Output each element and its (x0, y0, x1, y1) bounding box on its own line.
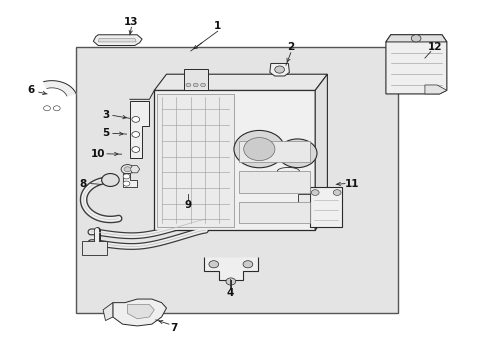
Polygon shape (424, 85, 446, 94)
Polygon shape (43, 81, 76, 96)
Text: 11: 11 (344, 179, 358, 189)
Text: 7: 7 (170, 323, 177, 333)
Circle shape (121, 165, 134, 174)
Polygon shape (315, 74, 327, 230)
Polygon shape (103, 303, 113, 320)
Text: 13: 13 (124, 17, 138, 27)
Circle shape (43, 106, 50, 111)
Bar (82, 241, 106, 255)
Circle shape (132, 147, 140, 152)
Text: 12: 12 (427, 42, 441, 52)
Bar (154, 90, 315, 230)
Bar (238, 140, 310, 162)
Circle shape (53, 106, 60, 111)
Circle shape (193, 83, 198, 87)
Circle shape (185, 83, 190, 87)
Circle shape (243, 138, 274, 161)
Circle shape (277, 139, 316, 168)
Circle shape (102, 174, 119, 186)
Polygon shape (122, 173, 137, 187)
Circle shape (123, 174, 130, 179)
Circle shape (132, 132, 140, 137)
Text: 4: 4 (226, 288, 233, 298)
Polygon shape (203, 257, 257, 280)
Circle shape (233, 130, 284, 168)
Polygon shape (130, 166, 140, 173)
Text: 2: 2 (286, 42, 294, 52)
Circle shape (225, 278, 235, 285)
Polygon shape (127, 305, 154, 319)
Circle shape (311, 190, 319, 195)
Circle shape (208, 261, 218, 268)
Text: 5: 5 (102, 129, 109, 138)
Text: 9: 9 (184, 200, 192, 210)
Text: 1: 1 (214, 21, 221, 31)
Bar (238, 171, 310, 193)
Polygon shape (385, 35, 446, 94)
Text: 10: 10 (91, 149, 105, 159)
Bar (238, 202, 310, 223)
Ellipse shape (277, 167, 299, 175)
Circle shape (332, 190, 340, 195)
Bar (183, 69, 207, 90)
Circle shape (124, 167, 131, 172)
Circle shape (301, 175, 309, 181)
Bar (310, 187, 341, 226)
Polygon shape (269, 63, 289, 76)
Polygon shape (98, 39, 136, 42)
Circle shape (274, 66, 284, 73)
Polygon shape (93, 35, 142, 45)
Polygon shape (385, 35, 446, 42)
Polygon shape (298, 194, 310, 207)
Text: 3: 3 (102, 111, 109, 121)
Circle shape (132, 117, 140, 122)
Bar (157, 94, 233, 226)
Circle shape (410, 35, 420, 42)
Polygon shape (113, 299, 166, 326)
Bar (76, 47, 397, 313)
Text: 8: 8 (79, 179, 86, 189)
Circle shape (123, 181, 130, 186)
Text: 6: 6 (27, 85, 35, 95)
Circle shape (200, 83, 205, 87)
Polygon shape (154, 74, 327, 90)
Polygon shape (130, 101, 149, 158)
Circle shape (243, 261, 252, 268)
